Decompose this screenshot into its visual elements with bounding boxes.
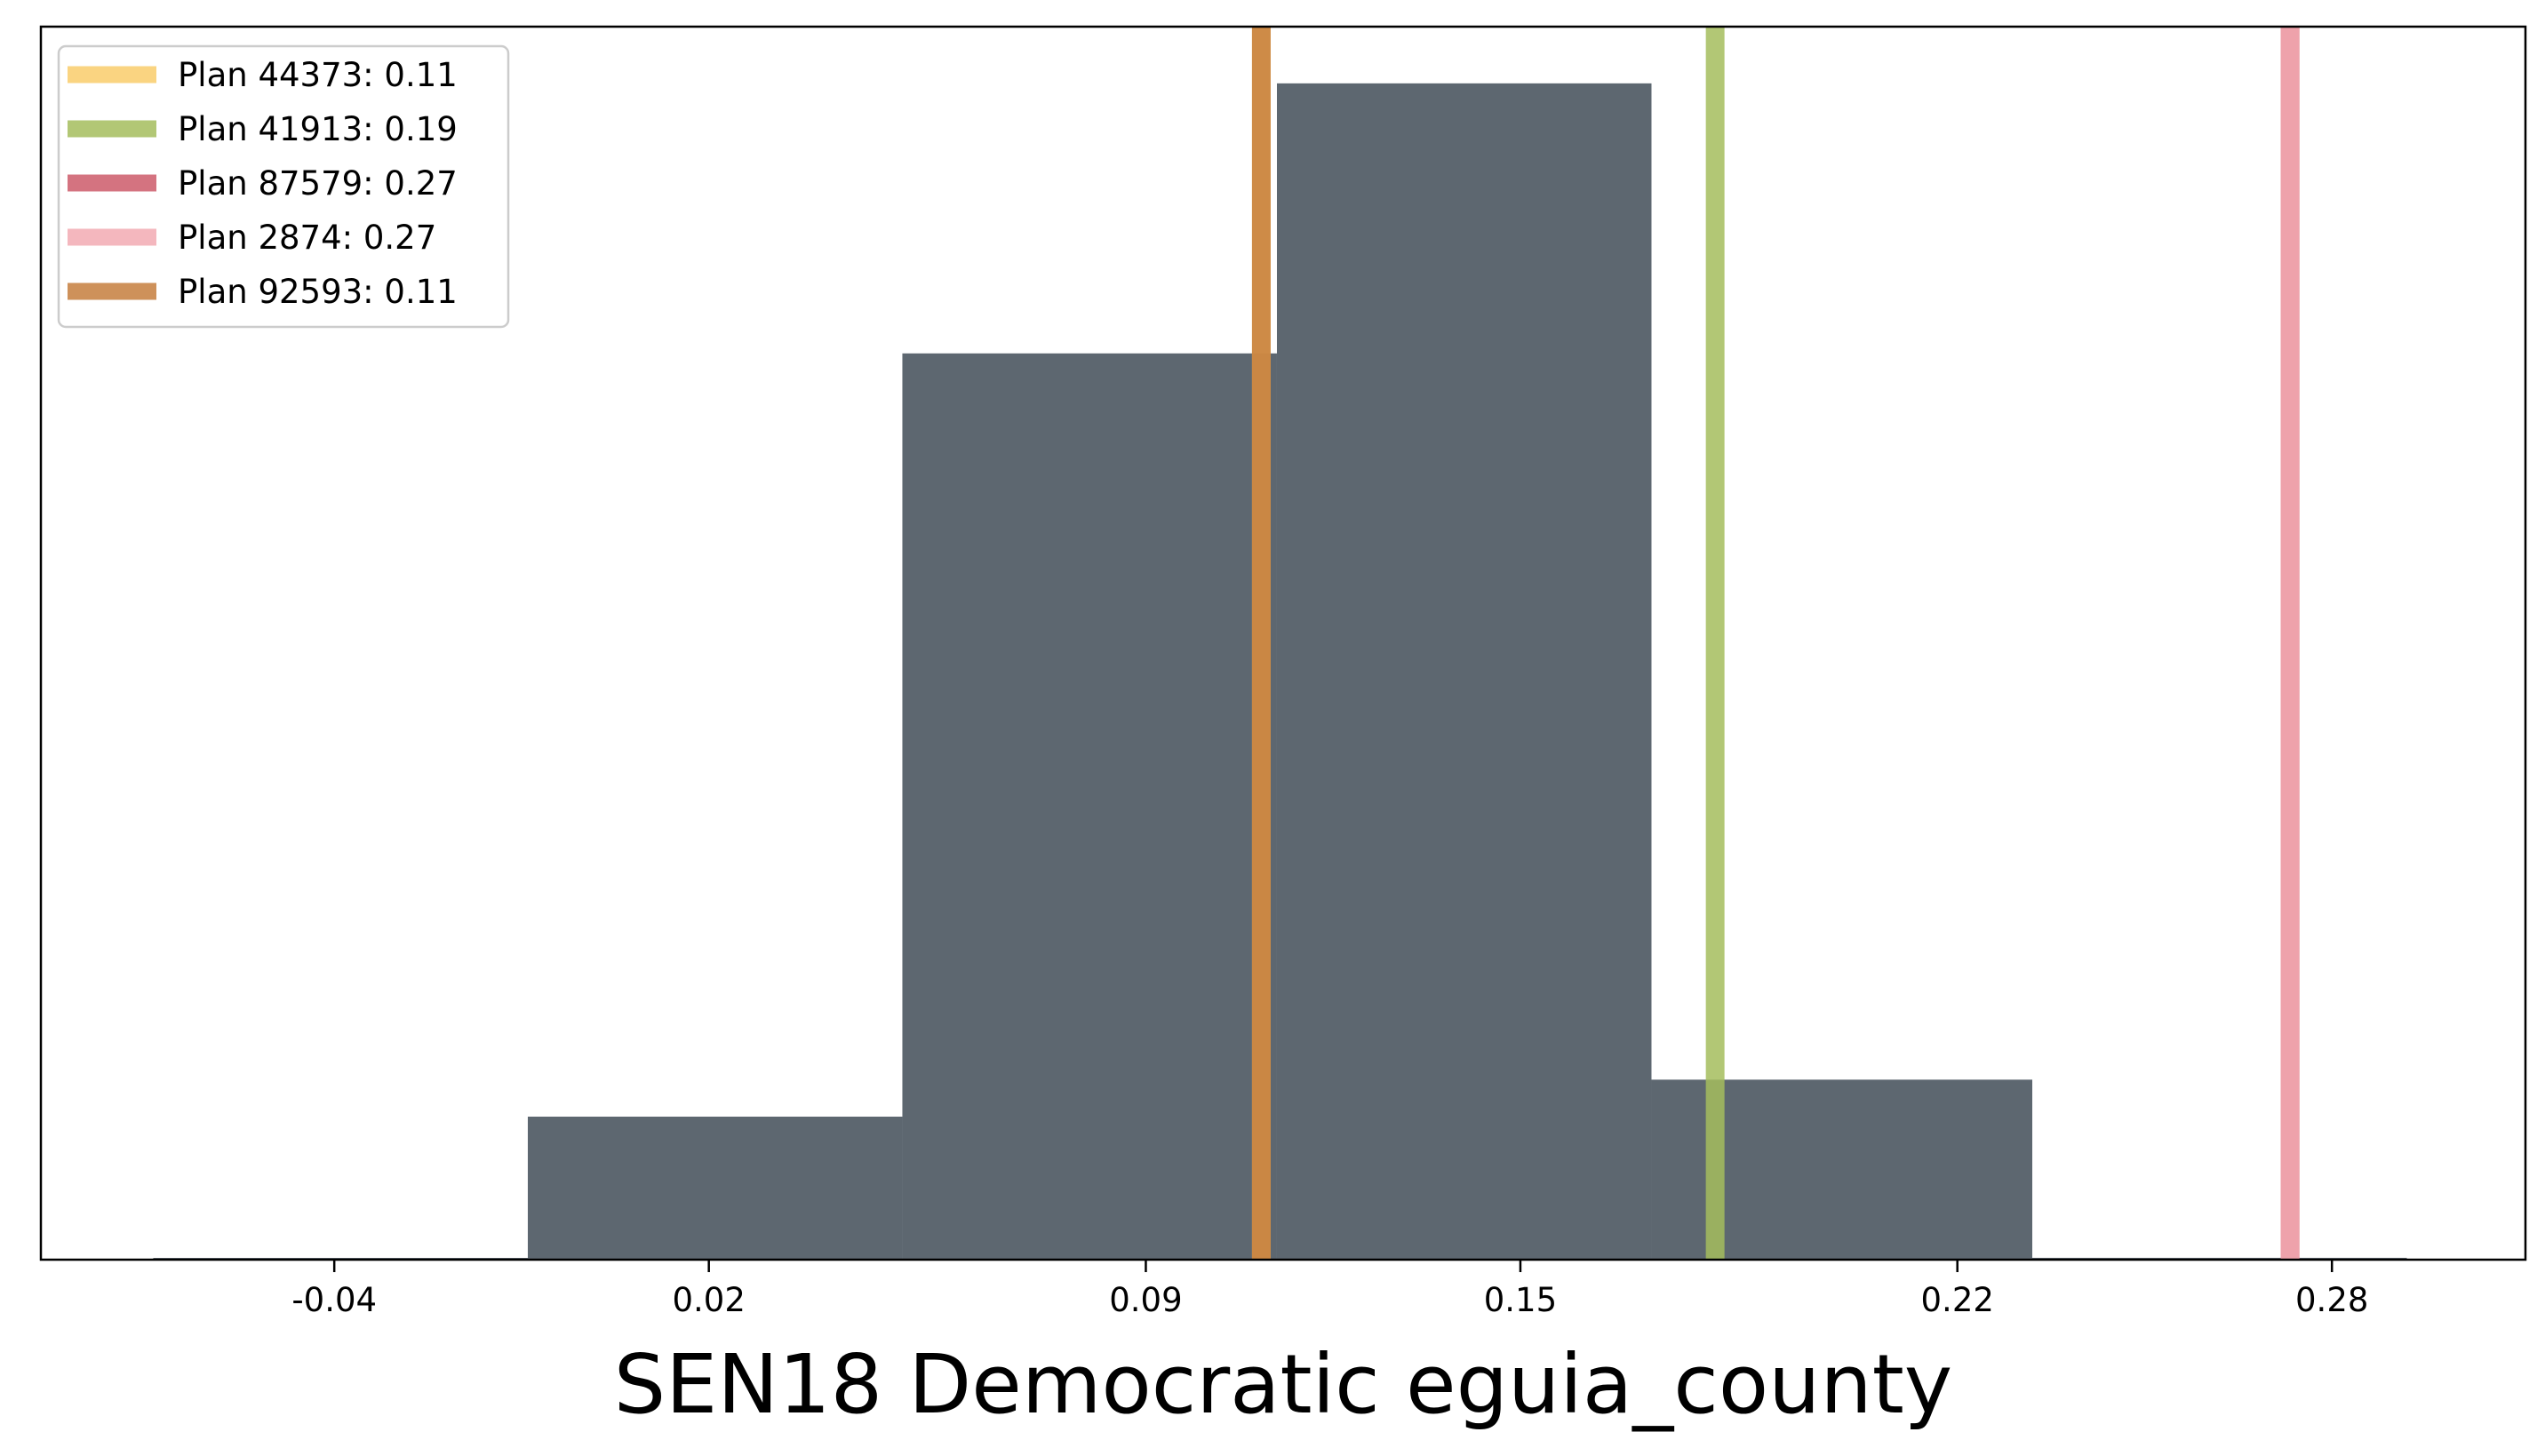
histogram-bar-2 bbox=[902, 353, 1277, 1260]
legend-label-4: Plan 92593: 0.11 bbox=[178, 273, 458, 311]
x-axis-ticks: -0.04 0.02 0.09 0.15 0.22 0.28 bbox=[291, 1260, 2368, 1319]
x-tick-label-0: -0.04 bbox=[291, 1281, 377, 1319]
x-tick-label-5: 0.28 bbox=[2295, 1281, 2368, 1319]
x-tick-label-1: 0.02 bbox=[672, 1281, 745, 1319]
x-tick-label-2: 0.09 bbox=[1109, 1281, 1182, 1319]
histogram-bar-1 bbox=[527, 1116, 903, 1260]
legend-label-3: Plan 2874: 0.27 bbox=[178, 219, 436, 257]
x-tick-label-3: 0.15 bbox=[1484, 1281, 1557, 1319]
legend-label-0: Plan 44373: 0.11 bbox=[178, 56, 458, 94]
histogram-bar-3 bbox=[1276, 83, 1652, 1260]
legend: Plan 44373: 0.11 Plan 41913: 0.19 Plan 875… bbox=[57, 44, 510, 329]
x-axis-label: SEN18 Democratic eguia_county bbox=[614, 1337, 1953, 1432]
legend-label-1: Plan 41913: 0.19 bbox=[178, 110, 458, 148]
x-tick-label-4: 0.22 bbox=[1921, 1281, 1994, 1319]
plot-frame bbox=[39, 25, 2527, 1261]
plan-lines bbox=[1251, 27, 2300, 1260]
legend-box bbox=[57, 44, 510, 329]
legend-label-2: Plan 87579: 0.27 bbox=[178, 164, 458, 203]
